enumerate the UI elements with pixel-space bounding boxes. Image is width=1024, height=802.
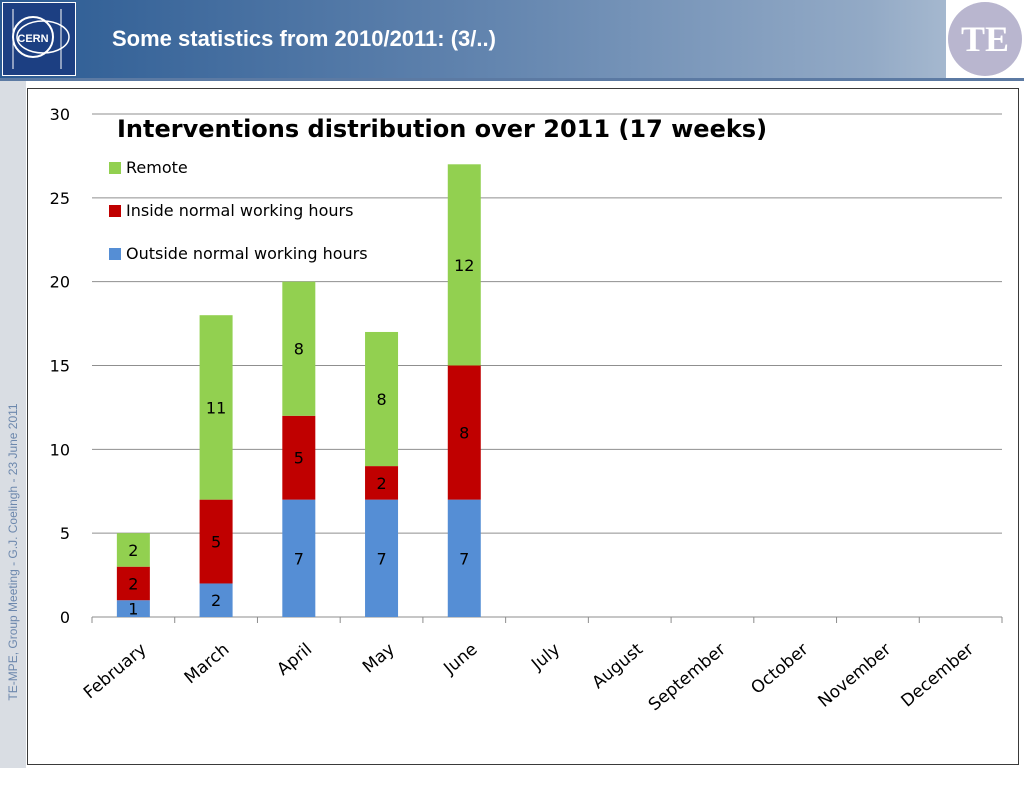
data-label: 2 (211, 591, 221, 610)
header-bar: CERN Some statistics from 2010/2011: (3/… (0, 0, 1024, 78)
bar-segment (282, 499, 316, 617)
data-label: 12 (454, 256, 474, 275)
data-label: 1 (128, 600, 138, 619)
bar-segment (365, 331, 399, 467)
bar-segment (447, 365, 481, 500)
legend-label: Outside normal working hours (126, 244, 368, 263)
cern-logo-graphic: CERN (12, 9, 70, 69)
legend-swatch (109, 162, 121, 174)
data-label: 2 (128, 541, 138, 560)
bar-segment (199, 583, 233, 617)
bar-segment (282, 415, 316, 500)
legend-swatch (109, 205, 121, 217)
data-label: 7 (294, 549, 304, 568)
slide-title: Some statistics from 2010/2011: (3/..) (112, 26, 496, 51)
y-tick-label: 5 (60, 524, 70, 543)
cern-logo-text: CERN (17, 33, 48, 45)
data-label: 2 (376, 474, 386, 493)
y-tick-label: 20 (50, 273, 70, 292)
chart-title: Interventions distribution over 2011 (17… (117, 115, 767, 143)
chart: Interventions distribution over 2011 (17… (50, 105, 1003, 716)
te-logo-box: TE (946, 0, 1024, 78)
bar-segment (116, 533, 150, 567)
bar-segment (116, 566, 150, 601)
x-tick-label: October (747, 640, 812, 699)
x-tick-label: September (645, 640, 730, 716)
header-divider (0, 78, 1024, 81)
data-label: 5 (294, 449, 304, 468)
data-label: 8 (459, 424, 469, 443)
y-tick-label: 10 (50, 440, 70, 459)
x-tick-label: August (589, 639, 648, 693)
legend-label: Inside normal working hours (126, 201, 353, 220)
bar-segment (199, 315, 233, 500)
x-tick-label: July (527, 640, 564, 676)
y-tick-label: 15 (50, 357, 70, 376)
cern-logo: CERN (2, 2, 76, 76)
x-tick-label: June (439, 640, 481, 680)
bar-segment (116, 600, 150, 617)
chart-frame (27, 88, 1019, 765)
x-tick-label: April (273, 640, 316, 680)
legend-swatch (109, 248, 121, 260)
data-label: 7 (459, 549, 469, 568)
data-label: 2 (128, 574, 138, 593)
side-band (0, 81, 26, 768)
bar-segment (365, 466, 399, 500)
x-tick-label: March (181, 640, 234, 689)
data-label: 5 (211, 533, 221, 552)
te-logo: TE (948, 2, 1022, 76)
x-tick-label: December (897, 640, 977, 712)
x-tick-label: November (815, 640, 896, 712)
y-tick-label: 30 (50, 105, 70, 124)
bar-segment (282, 281, 316, 416)
bar-segment (365, 499, 399, 617)
bar-segment (447, 499, 481, 617)
x-tick-label: February (80, 640, 151, 704)
y-tick-label: 0 (60, 608, 70, 627)
bar-segment (447, 164, 481, 366)
data-label: 8 (294, 340, 304, 359)
bar-segment (199, 499, 233, 584)
y-tick-label: 25 (50, 189, 70, 208)
data-label: 8 (376, 390, 386, 409)
side-footer-text: TE-MPE, Group Meeting - G.J. Coelingh - … (6, 403, 20, 701)
x-tick-label: May (359, 640, 399, 678)
data-label: 7 (376, 549, 386, 568)
legend-label: Remote (126, 158, 188, 177)
data-label: 11 (206, 398, 226, 417)
